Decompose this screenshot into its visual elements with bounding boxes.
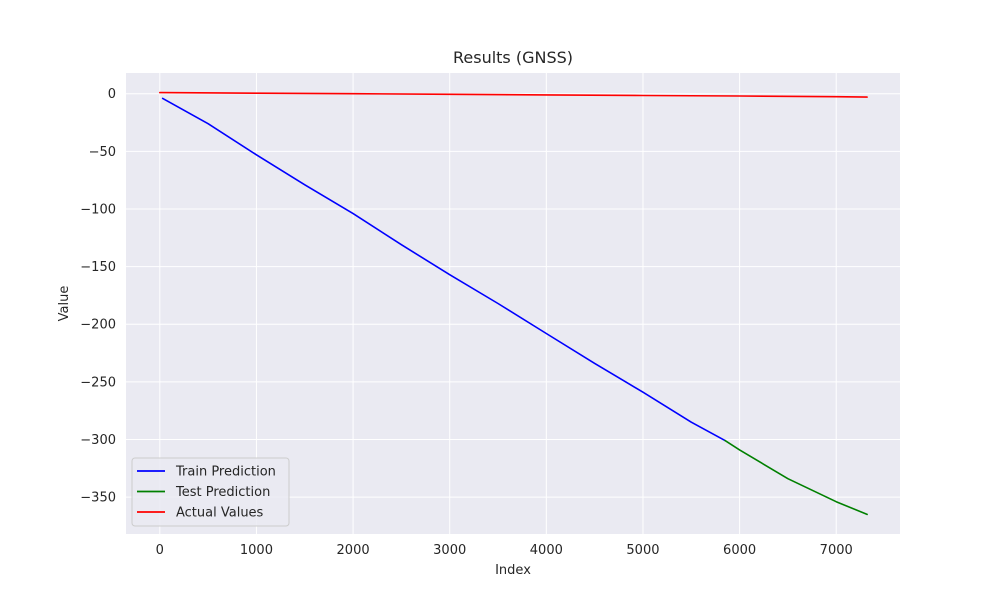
y-tick-label: −50 xyxy=(89,145,116,160)
x-tick-label: 6000 xyxy=(723,543,756,558)
y-tick-label: −100 xyxy=(80,202,116,217)
x-tick-label: 1000 xyxy=(240,543,273,558)
x-axis-title: Index xyxy=(495,563,531,578)
series-lines xyxy=(159,91,868,516)
x-tick-label: 7000 xyxy=(820,543,853,558)
y-axis-title: Value xyxy=(57,286,72,322)
x-tick-label: 5000 xyxy=(626,543,659,558)
x-tick-label: 4000 xyxy=(530,543,563,558)
plot-area xyxy=(126,73,900,534)
y-tick-label: −250 xyxy=(80,375,116,390)
legend-label: Train Prediction xyxy=(175,465,276,480)
y-tick-label: −300 xyxy=(80,433,116,448)
x-tick-label: 3000 xyxy=(433,543,466,558)
y-tick-label: −200 xyxy=(80,318,116,333)
series-line-2 xyxy=(724,439,868,516)
x-tick-label: 0 xyxy=(156,543,164,558)
series-line-1 xyxy=(161,97,726,442)
legend-label: Actual Values xyxy=(176,506,264,521)
y-tick-label: −350 xyxy=(80,491,116,506)
y-tick-label: −150 xyxy=(80,260,116,275)
legend: Train Prediction Test Prediction Actual Va… xyxy=(131,457,290,527)
legend-label: Test Prediction xyxy=(175,485,270,500)
legend-box xyxy=(131,457,290,527)
y-tick-label: 0 xyxy=(108,87,116,102)
tick-labels: 0 1000 2000 3000 4000 5000 6000 7000 0 −50 −100 −15… xyxy=(80,87,852,558)
x-tick-label: 2000 xyxy=(337,543,370,558)
series-line-3 xyxy=(159,91,868,98)
chart-title: Results (GNSS) xyxy=(453,48,573,67)
